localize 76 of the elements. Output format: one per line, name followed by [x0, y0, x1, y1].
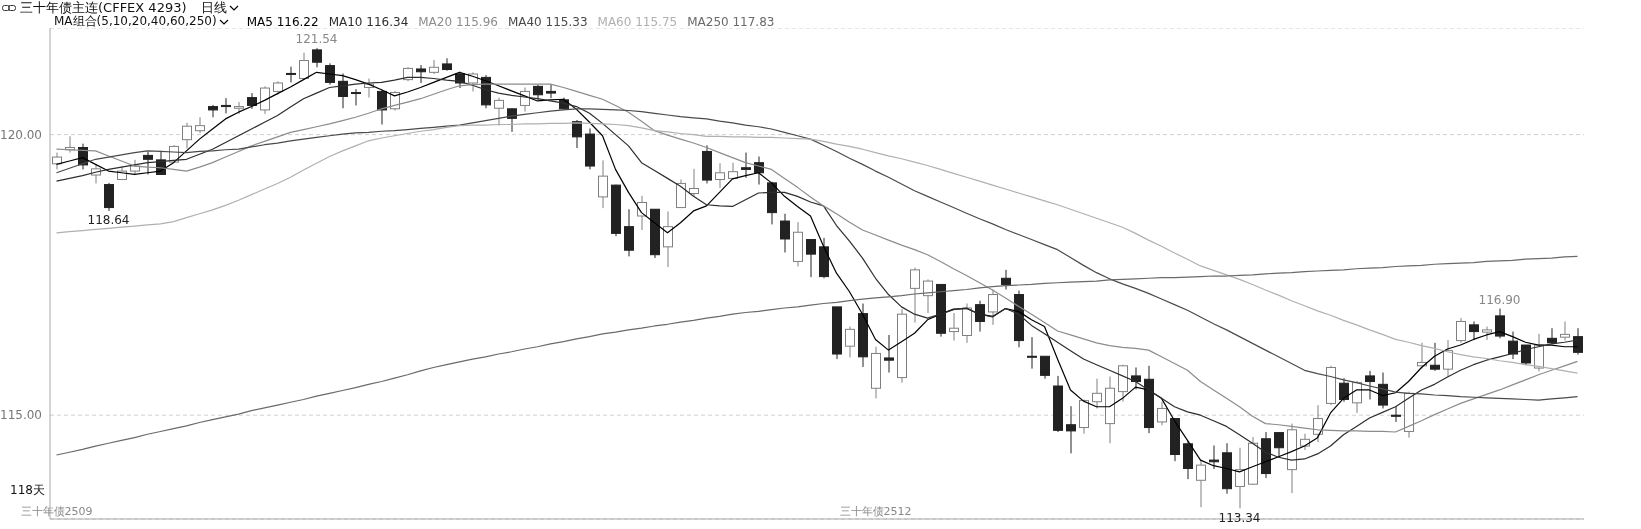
legend-title: MA组合(5,10,20,40,60,250) [54, 14, 217, 30]
candlestick [1339, 377, 1349, 403]
y-tick-label: 115.00 [0, 408, 42, 423]
candlestick [1547, 327, 1557, 345]
candlestick [910, 267, 920, 324]
candlestick [208, 104, 218, 118]
candlestick [1456, 317, 1466, 344]
candlestick [1560, 320, 1570, 342]
candlestick [1001, 269, 1011, 290]
candlestick [689, 168, 699, 198]
candlestick [572, 119, 582, 149]
text: MA10 116.34 [328, 14, 409, 29]
chart-subtitle: 日线 [200, 0, 227, 15]
candlestick [845, 326, 855, 358]
candlestick [221, 97, 231, 114]
candlestick [234, 101, 244, 115]
text: MA60 115.75 [597, 14, 678, 29]
candlestick [663, 210, 673, 268]
candlestick [1157, 401, 1167, 426]
candlestick [312, 47, 322, 68]
text: 118天 [10, 482, 45, 499]
candlestick [104, 182, 114, 212]
candlestick [741, 152, 751, 179]
candlestick [1209, 444, 1219, 470]
candlestick [299, 52, 309, 80]
candlestick [494, 97, 504, 127]
text: MA40 115.33 [507, 14, 588, 29]
candlestick [546, 84, 556, 99]
candlestick [1443, 339, 1453, 378]
candlestick [351, 88, 361, 106]
x-tick-label: 三十年债2509 [20, 505, 93, 518]
candlestick [884, 334, 894, 374]
line-series [55, 255, 1579, 456]
candlestick [143, 151, 153, 175]
candlestick [286, 66, 296, 83]
candlestick [988, 288, 998, 326]
candlestick [442, 57, 452, 72]
legend-label: MA5 116.22 [246, 14, 319, 29]
annotation: 116.90 [1478, 292, 1521, 307]
candlestick [975, 300, 985, 333]
candlestick [1235, 447, 1245, 509]
candlestick [637, 195, 647, 231]
candlestick [1430, 342, 1440, 372]
candlestick [195, 116, 205, 134]
candlestick [806, 239, 816, 278]
candlestick [1482, 326, 1492, 341]
candlestick [1092, 378, 1102, 409]
candlestick [715, 162, 725, 189]
candlestick [1066, 405, 1076, 454]
candlestick [624, 208, 634, 257]
annotation: 118.64 [87, 213, 130, 228]
candlestick [182, 122, 192, 150]
candlestick [923, 278, 933, 314]
candlestick [949, 312, 959, 342]
candlestick [260, 85, 270, 115]
candlestick [1508, 331, 1518, 360]
candlestick [429, 59, 439, 75]
candlestick [780, 213, 790, 253]
candlestick [1495, 308, 1505, 339]
y-tick-label: 120.00 [0, 127, 42, 142]
text: MA20 115.96 [418, 14, 498, 29]
annotation: 113.34 [1218, 510, 1261, 525]
candlestick [1131, 366, 1141, 390]
x-tick-label: 三十年债2512 [839, 505, 912, 518]
candlestick [1027, 336, 1037, 370]
chart-title: 三十年债主连(CFFEX 4293) [20, 0, 187, 15]
text: MA250 117.83 [687, 14, 775, 29]
candlestick [1469, 320, 1479, 341]
candlestick [1196, 459, 1206, 508]
candlestick [1365, 370, 1375, 400]
annotation: 121.54 [295, 32, 338, 47]
candlestick [377, 89, 387, 126]
candlestick [1391, 405, 1401, 423]
candlestick [1040, 355, 1050, 380]
candlestick [728, 162, 738, 181]
candlestick [598, 159, 608, 209]
